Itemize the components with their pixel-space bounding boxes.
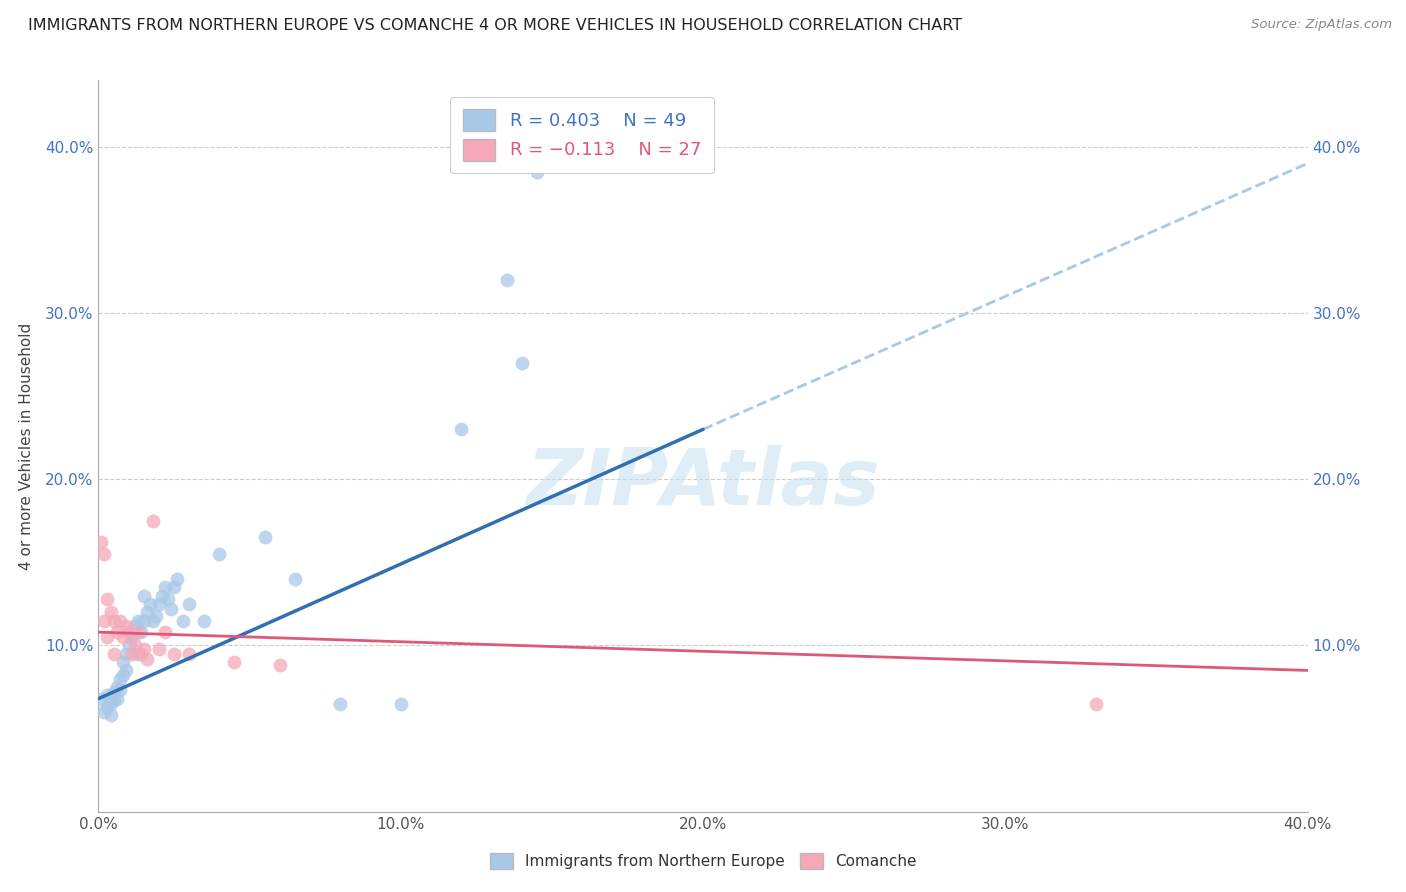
- Point: [90, 535, 112, 549]
- Point: [127, 625, 149, 640]
- Point: [179, 647, 201, 661]
- Point: [510, 356, 533, 370]
- Point: [163, 647, 186, 661]
- Point: [121, 647, 143, 661]
- Point: [100, 708, 122, 723]
- Point: [135, 605, 157, 619]
- Point: [284, 572, 307, 586]
- Point: [114, 647, 136, 661]
- Point: [105, 680, 128, 694]
- Point: [103, 647, 125, 661]
- Y-axis label: 4 or more Vehicles in Household: 4 or more Vehicles in Household: [18, 322, 34, 570]
- Point: [148, 641, 170, 656]
- Point: [93, 614, 115, 628]
- Point: [156, 591, 179, 606]
- Point: [193, 614, 215, 628]
- Point: [132, 589, 155, 603]
- Point: [172, 614, 194, 628]
- Point: [111, 655, 134, 669]
- Point: [103, 614, 125, 628]
- Point: [208, 547, 231, 561]
- Point: [100, 697, 122, 711]
- Point: [129, 625, 152, 640]
- Point: [224, 655, 246, 669]
- Point: [103, 685, 125, 699]
- Point: [118, 625, 141, 640]
- Legend: Immigrants from Northern Europe, Comanche: Immigrants from Northern Europe, Comanch…: [484, 847, 922, 875]
- Point: [135, 652, 157, 666]
- Point: [450, 422, 472, 436]
- Point: [142, 614, 165, 628]
- Text: ZIPAtlas: ZIPAtlas: [526, 444, 880, 521]
- Point: [111, 668, 134, 682]
- Point: [153, 625, 176, 640]
- Point: [105, 691, 128, 706]
- Point: [124, 639, 146, 653]
- Point: [150, 589, 173, 603]
- Point: [163, 580, 186, 594]
- Point: [103, 693, 125, 707]
- Point: [127, 647, 149, 661]
- Point: [100, 605, 122, 619]
- Point: [90, 691, 112, 706]
- Point: [96, 689, 118, 703]
- Point: [121, 630, 143, 644]
- Point: [253, 530, 276, 544]
- Point: [118, 639, 141, 653]
- Point: [108, 614, 131, 628]
- Point: [114, 618, 136, 632]
- Point: [93, 705, 115, 719]
- Point: [114, 664, 136, 678]
- Point: [96, 700, 118, 714]
- Point: [127, 614, 149, 628]
- Point: [160, 602, 183, 616]
- Point: [108, 683, 131, 698]
- Point: [1085, 697, 1108, 711]
- Text: Source: ZipAtlas.com: Source: ZipAtlas.com: [1251, 18, 1392, 31]
- Point: [145, 608, 167, 623]
- Point: [166, 572, 188, 586]
- Point: [111, 630, 134, 644]
- Point: [139, 597, 162, 611]
- Point: [179, 597, 201, 611]
- Point: [148, 597, 170, 611]
- Point: [389, 697, 412, 711]
- Point: [93, 547, 115, 561]
- Point: [132, 641, 155, 656]
- Point: [132, 614, 155, 628]
- Point: [96, 591, 118, 606]
- Point: [505, 156, 527, 170]
- Point: [129, 647, 152, 661]
- Point: [495, 273, 517, 287]
- Point: [329, 697, 352, 711]
- Point: [105, 625, 128, 640]
- Legend: R = 0.403    N = 49, R = −0.113    N = 27: R = 0.403 N = 49, R = −0.113 N = 27: [450, 96, 714, 173]
- Point: [118, 625, 141, 640]
- Point: [124, 618, 146, 632]
- Text: IMMIGRANTS FROM NORTHERN EUROPE VS COMANCHE 4 OR MORE VEHICLES IN HOUSEHOLD CORR: IMMIGRANTS FROM NORTHERN EUROPE VS COMAN…: [28, 18, 962, 33]
- Point: [96, 630, 118, 644]
- Point: [269, 658, 291, 673]
- Point: [142, 514, 165, 528]
- Point: [108, 672, 131, 686]
- Point: [526, 164, 548, 178]
- Point: [153, 580, 176, 594]
